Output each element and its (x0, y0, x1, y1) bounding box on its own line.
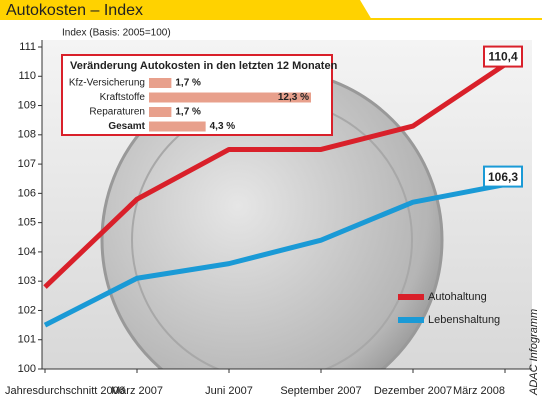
inset-chart: Kfz-Versicherung 1,7 % Kraftstoffe 12,3 % Re… (69, 78, 311, 132)
chart-title: Autokosten – Index (6, 2, 143, 19)
y-tick-label: 109 (18, 99, 36, 111)
y-tick-label: 110 (18, 70, 36, 82)
value-label: 12,3 % (278, 92, 309, 103)
y-tick-label: 104 (18, 246, 36, 258)
x-tick-label: März 2008 (453, 385, 505, 397)
bar (149, 107, 172, 117)
legend-label: Lebenshaltung (428, 314, 500, 326)
y-tick-label: 103 (18, 275, 36, 287)
x-tick-label: Jahresdurchschnitt 2006 (5, 385, 125, 397)
source: ADAC Infogramm (528, 309, 540, 396)
y-axis-label: Index (Basis: 2005=100) (62, 28, 171, 39)
series-line (43, 62, 507, 289)
bar (149, 92, 311, 103)
value-label: 110,4 (488, 50, 518, 64)
bar (149, 121, 206, 132)
x-tick-label: März 2007 (111, 385, 163, 397)
category-label: Kfz-Versicherung (69, 78, 145, 89)
inset-title: Veränderung Autokosten in den letzten 12… (70, 60, 338, 72)
x-tick-label: Dezember 2007 (374, 385, 452, 397)
plot: 100 101 102 103 104 105 106 107 108 109 110 111 Jahr… (5, 41, 523, 397)
category-label: Reparaturen (89, 107, 145, 118)
value-label: 1,7 % (175, 78, 201, 89)
y-tick-label: 100 (18, 363, 36, 375)
value-label: 4,3 % (210, 121, 236, 132)
legend-label: Autohaltung (428, 291, 487, 303)
bar (149, 78, 172, 88)
series-line (43, 182, 506, 328)
y-tick-label: 102 (18, 304, 36, 316)
title-band (0, 0, 372, 20)
y-tick-label: 111 (19, 41, 36, 53)
x-tick-label: September 2007 (280, 385, 361, 397)
value-label-box (483, 45, 523, 68)
value-label-box (483, 165, 523, 188)
y-tick-label: 101 (18, 334, 36, 346)
y-tick-label: 106 (18, 187, 36, 199)
y-tick-label: 105 (18, 217, 36, 229)
value-label: 106,3 (488, 170, 518, 184)
y-tick-label: 108 (18, 129, 36, 141)
category-label: Kraftstoffe (100, 92, 146, 103)
category-label: Gesamt (108, 121, 145, 132)
y-tick-label: 107 (18, 158, 36, 170)
x-tick-label: Juni 2007 (205, 385, 253, 397)
value-label: 1,7 % (175, 107, 201, 118)
